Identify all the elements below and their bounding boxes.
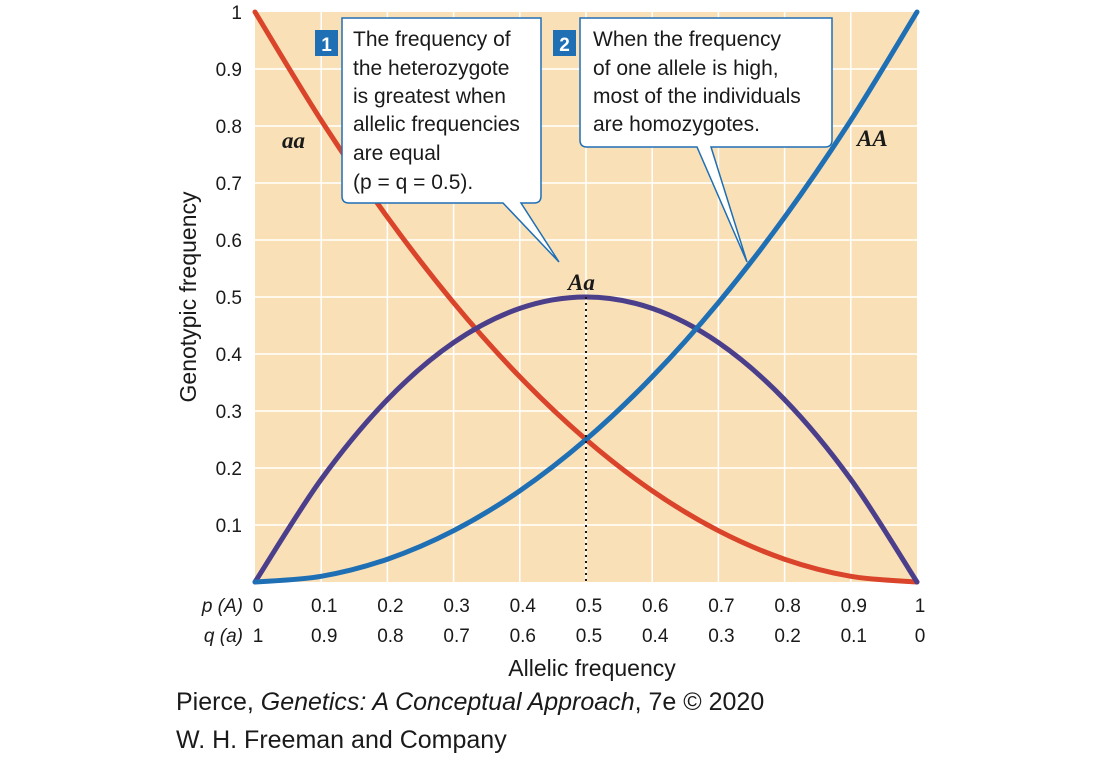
x-tick-label-q: 0.6 <box>510 626 536 647</box>
x-tick-label-p: 0.5 <box>576 596 602 617</box>
x-tick-label-q: 1 <box>253 626 264 647</box>
x-tick-label-q: 0.1 <box>841 626 867 647</box>
x-tick-label-q: 0.7 <box>443 626 469 647</box>
x-tick-label-p: 0.6 <box>642 596 668 617</box>
y-tick-label: 0.1 <box>216 516 242 537</box>
x-tick-label-q: 0.3 <box>708 626 734 647</box>
callout-1-badge <box>315 30 338 56</box>
callout-1-line-2: the heterozygote <box>353 57 509 80</box>
x-tick-label-q: 0.2 <box>774 626 800 647</box>
callout-1-line-5: are equal <box>353 142 441 165</box>
x-tick-label-p: 0.3 <box>443 596 469 617</box>
y-tick-label: 0.4 <box>216 345 243 366</box>
y-tick-label: 1 <box>231 3 242 24</box>
x-tick-label-p: 0.2 <box>377 596 403 617</box>
y-tick-label: 0.9 <box>216 60 242 81</box>
callout-1-line-1: The frequency of <box>353 28 511 51</box>
callout-1-number: 1 <box>321 35 332 56</box>
callout-2-line-3: most of the individuals <box>593 85 801 108</box>
x-tick-label-p: 1 <box>915 596 926 617</box>
svg-text:The frequency of the het: The frequency of the heterozygote is gre… <box>353 28 526 194</box>
callout-2-line-1: When the frequency <box>593 28 781 51</box>
y-tick-label: 0.8 <box>216 117 242 138</box>
callout-2-badge <box>553 30 576 56</box>
callout-2: 2 When the frequency of one allele is hi… <box>553 17 833 263</box>
y-tick-labels: 1 0.9 0.8 0.7 0.6 0.5 0.4 0.3 0.2 0.1 <box>216 3 243 537</box>
y-tick-label: 0.5 <box>216 288 242 309</box>
svg-text:When the frequency of on: When the frequency of one allele is high… <box>593 28 807 136</box>
y-tick-label: 0.7 <box>216 174 242 195</box>
x-tick-label-p: 0.8 <box>774 596 800 617</box>
credit-line-2: W. H. Freeman and Company <box>176 726 507 754</box>
callout-2-number: 2 <box>559 35 570 56</box>
callout-1-box <box>341 17 560 263</box>
callout-1-line-3: is greatest when <box>353 85 506 108</box>
curve-label-aa: aa <box>282 128 305 153</box>
callout-2-line-4: are homozygotes. <box>593 113 760 136</box>
credit-edition: , 7e © 2020 <box>634 688 765 716</box>
AA-curve <box>252 9 920 585</box>
callout-2-box <box>579 17 833 263</box>
credit-book-title: Genetics: A Conceptual Approach <box>260 688 635 716</box>
x-tick-label-p: 0.9 <box>841 596 867 617</box>
x-tick-label-q: 0.5 <box>576 626 602 647</box>
x-tick-label-p: 0.4 <box>510 596 537 617</box>
y-tick-label: 0.3 <box>216 402 242 423</box>
callout-2-line-2: of one allele is high, <box>593 57 779 80</box>
callout-1: 1 The frequency of the heterozygote is g… <box>315 17 560 263</box>
x-tick-label-p: 0.1 <box>311 596 337 617</box>
callout-1-line-6: (p = q = 0.5). <box>353 171 473 194</box>
x-tick-label-q: 0 <box>915 626 926 647</box>
x-tick-label-p: 0.7 <box>708 596 734 617</box>
x-tick-labels: 0 0.1 0.2 0.3 0.4 0.5 0.6 0.7 0.8 0.9 1 1 0.9 0.8 0.7 0… <box>253 596 926 647</box>
x-tick-label-p: 0 <box>253 596 264 617</box>
callout-1-line-4: allelic frequencies <box>353 113 520 136</box>
x-tick-label-q: 0.8 <box>377 626 403 647</box>
x-axis-title: Allelic frequency <box>508 655 676 681</box>
x-row-label-p: p (A) <box>201 596 243 617</box>
x-tick-label-q: 0.9 <box>311 626 337 647</box>
credit-author: Pierce, <box>176 688 261 716</box>
y-tick-label: 0.2 <box>216 459 242 480</box>
x-tick-label-q: 0.4 <box>642 626 669 647</box>
x-row-label-q: q (a) <box>204 626 243 647</box>
curve-label-Aa: Aa <box>566 270 595 295</box>
curve-label-AA: AA <box>855 126 888 151</box>
credit-line-1: Pierce, Genetics: A Conceptual Approach,… <box>176 688 764 717</box>
y-axis-title: Genotypic frequency <box>175 191 201 402</box>
y-tick-label: 0.6 <box>216 231 242 252</box>
